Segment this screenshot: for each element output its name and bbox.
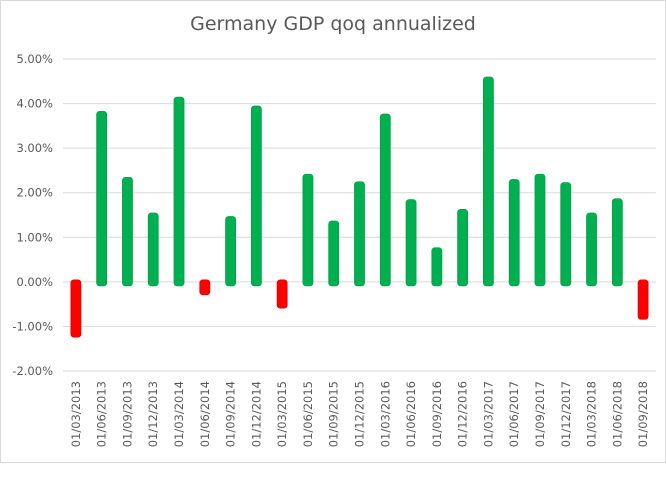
x-tick-label: 01/12/2016 [456, 381, 470, 447]
chart-frame: Germany GDP qoq annualized 5.00% 4.00% 3.0… [0, 0, 666, 463]
bar [483, 76, 494, 287]
x-tick-label: 01/12/2015 [353, 381, 367, 447]
x-tick-label: 01/06/2013 [95, 381, 109, 447]
x-tick-label: 01/03/2015 [275, 381, 289, 447]
bar [96, 110, 108, 287]
x-tick-label: 01/09/2013 [120, 381, 134, 447]
y-tick-label: 0.00% [16, 275, 53, 289]
bar [431, 247, 443, 287]
x-tick-label: 01/03/2018 [585, 381, 599, 447]
bar [122, 176, 133, 287]
chart-plot: 5.00% 4.00% 3.00% 2.00% 1.00% 0.00% -1.00% -2.0… [12, 52, 656, 447]
x-tick-label: 01/06/2016 [404, 381, 418, 447]
x-tick-label: 01/09/2016 [430, 381, 444, 447]
x-tick-label: 01/06/2014 [198, 381, 212, 447]
bar [457, 209, 469, 287]
bar [611, 198, 623, 287]
y-tick-label: 4.00% [16, 97, 53, 111]
bar [225, 216, 236, 287]
x-tick-label: 01/06/2017 [507, 381, 521, 447]
x-axis-ticks: 01/03/2013 01/06/2013 01/09/2013 01/12/2013… [69, 381, 650, 447]
bar [379, 113, 391, 287]
y-axis-ticks: 5.00% 4.00% 3.00% 2.00% 1.00% 0.00% -1.00% -2.0… [12, 52, 53, 378]
x-tick-label: 01/06/2015 [301, 381, 315, 447]
x-tick-label: 01/03/2014 [172, 381, 186, 447]
y-tick-label: 5.00% [16, 52, 53, 66]
bar [560, 182, 572, 287]
bar [354, 181, 365, 287]
bar [147, 212, 159, 287]
y-tick-label: 1.00% [16, 230, 53, 244]
x-tick-label: 01/09/2014 [224, 381, 238, 447]
chart-title: Germany GDP qoq annualized [190, 13, 476, 35]
y-tick-label: 2.00% [16, 186, 53, 200]
bar [250, 105, 262, 287]
x-tick-label: 01/03/2013 [69, 381, 83, 447]
bar [276, 279, 288, 309]
bar [405, 199, 417, 287]
x-tick-label: 01/09/2015 [327, 381, 341, 447]
bar [302, 173, 314, 287]
bar [328, 220, 340, 287]
x-tick-label: 01/06/2018 [610, 381, 624, 447]
bar [534, 173, 546, 287]
y-tick-label: -1.00% [12, 319, 53, 333]
bar [173, 96, 185, 287]
bar [508, 179, 520, 287]
bar [586, 212, 597, 287]
x-tick-label: 01/12/2013 [146, 381, 160, 447]
bar-layer [70, 76, 649, 338]
bar [70, 279, 82, 338]
x-tick-label: 01/12/2014 [249, 381, 263, 447]
x-tick-label: 01/12/2017 [559, 381, 573, 447]
bar [637, 279, 649, 320]
bar [199, 279, 211, 296]
x-tick-label: 01/09/2017 [533, 381, 547, 447]
x-tick-label: 01/03/2017 [481, 381, 495, 447]
x-tick-label: 01/09/2018 [636, 381, 650, 447]
y-tick-label: -2.00% [12, 364, 53, 378]
y-tick-label: 3.00% [16, 141, 53, 155]
x-tick-label: 01/03/2016 [378, 381, 392, 447]
